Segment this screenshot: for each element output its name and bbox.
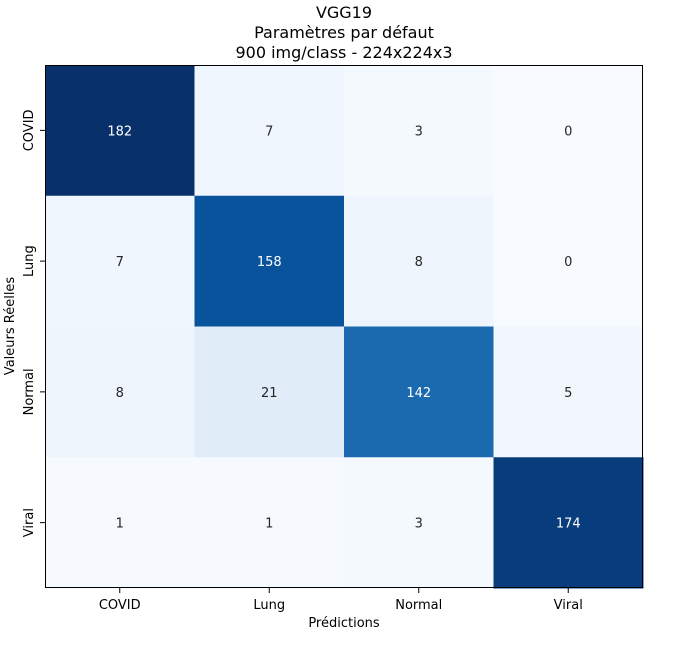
chart-title-line-1: VGG19 <box>316 3 372 22</box>
cell-value-label: 7 <box>116 255 124 270</box>
cell-value-label: 174 <box>556 517 581 532</box>
x-tick-label: Lung <box>253 598 285 613</box>
y-tick-label: Lung <box>22 245 37 277</box>
heatmap-cell-viral-lung <box>194 457 345 589</box>
heatmap-cell-covid-normal <box>344 65 494 197</box>
cell-value-label: 1 <box>116 517 124 532</box>
y-axis-ticks: COVID Lung Normal Viral <box>22 109 45 537</box>
heatmap-cell-lung-covid <box>45 195 195 327</box>
x-axis-ticks: COVID Lung Normal Viral <box>99 588 583 613</box>
heatmap-cell-covid-lung <box>194 65 345 197</box>
x-tick-label: Viral <box>554 598 583 613</box>
x-tick-label: COVID <box>99 598 141 613</box>
x-axis-label: Prédictions <box>308 616 380 631</box>
cell-value-label: 0 <box>564 124 572 139</box>
heatmap-cell-lung-viral <box>493 195 644 327</box>
heatmap-cell-normal-normal <box>344 326 494 458</box>
cell-value-label: 7 <box>265 124 273 139</box>
y-tick-label: Normal <box>22 368 37 415</box>
cell-value-label: 21 <box>261 386 278 401</box>
heatmap-cell-viral-normal <box>344 457 494 589</box>
heatmap-cell-viral-viral <box>493 457 644 589</box>
cell-value-label: 1 <box>265 517 273 532</box>
cell-value-label: 142 <box>406 386 431 401</box>
chart-title-line-3: 900 img/class - 224x224x3 <box>235 43 452 62</box>
heatmap-cell-covid-viral <box>493 65 644 197</box>
y-tick-label: COVID <box>22 109 37 151</box>
y-axis-label: Valeurs Réelles <box>3 277 18 376</box>
cell-value-label: 0 <box>564 255 572 270</box>
cell-value-label: 8 <box>415 255 423 270</box>
heatmap-cell-normal-viral <box>493 326 644 458</box>
heatmap-cells <box>45 65 644 589</box>
cell-value-label: 3 <box>415 517 423 532</box>
heatmap-cell-lung-lung <box>194 195 345 327</box>
x-tick-label: Normal <box>395 598 442 613</box>
chart-title-line-2: Paramètres par défaut <box>254 23 434 42</box>
heatmap-cell-lung-normal <box>344 195 494 327</box>
cell-value-label: 8 <box>116 386 124 401</box>
heatmap-cell-normal-lung <box>194 326 345 458</box>
cell-value-label: 182 <box>107 124 132 139</box>
y-tick-label: Viral <box>22 508 37 537</box>
cell-value-label: 5 <box>564 386 572 401</box>
plot-frame <box>45 65 643 588</box>
heatmap-cell-normal-covid <box>45 326 195 458</box>
heatmap-cell-labels: 182 7 3 0 7 158 8 0 8 21 142 5 1 1 3 174 <box>107 124 580 531</box>
cell-value-label: 3 <box>415 124 423 139</box>
heatmap-cell-viral-covid <box>45 457 195 589</box>
cell-value-label: 158 <box>257 255 282 270</box>
heatmap-cell-covid-covid <box>45 65 195 197</box>
